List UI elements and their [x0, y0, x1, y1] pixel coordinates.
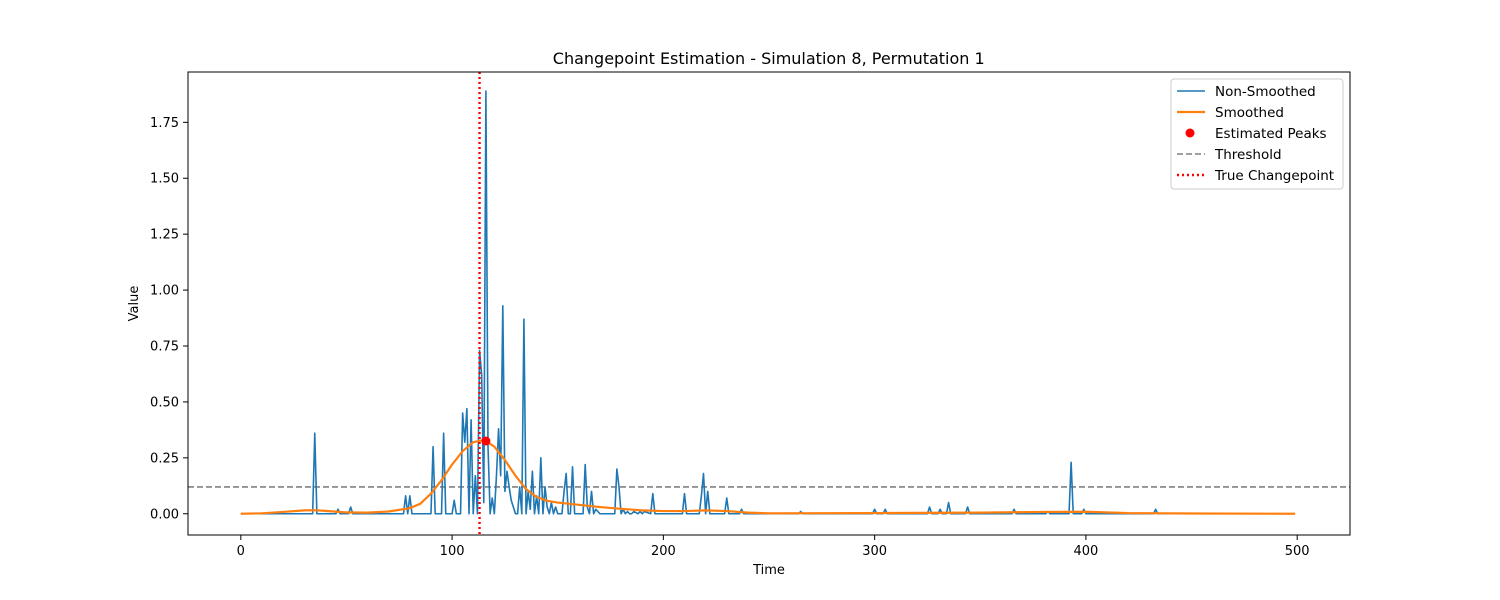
x-axis-label: Time [752, 563, 785, 578]
legend: Non-Smoothed Smoothed Estimated Peaks Th… [1170, 78, 1344, 190]
y-axis-label: Value [127, 286, 142, 322]
legend-box [1170, 78, 1344, 190]
y-tick-label: 1.50 [150, 172, 179, 187]
plot-frame [187, 71, 1351, 536]
legend-swatch-estimated-peaks [1185, 128, 1195, 138]
plot-area: 0 100 200 300 400 500 0.00 0.25 0.50 0.75 1.00 1.2… [150, 71, 1351, 559]
smoothed-series-line [240, 439, 1296, 515]
x-axis: 0 100 200 300 400 500 [237, 535, 1310, 559]
legend-label-smoothed: Smoothed [1215, 105, 1284, 121]
y-axis: 0.00 0.25 0.50 0.75 1.00 1.25 1.50 1.75 [150, 116, 188, 522]
estimated-peak-point [481, 436, 491, 446]
series-layer [188, 72, 1350, 535]
legend-label-estimated-peaks: Estimated Peaks [1215, 126, 1327, 142]
y-tick-label: 0.25 [150, 451, 179, 466]
x-tick-label: 500 [1285, 544, 1310, 559]
legend-label-non-smoothed: Non-Smoothed [1215, 84, 1316, 100]
legend-label-threshold: Threshold [1214, 147, 1282, 163]
y-tick-label: 0.75 [150, 339, 179, 354]
x-tick-label: 200 [651, 544, 676, 559]
legend-label-true-changepoint: True Changepoint [1214, 168, 1334, 184]
y-tick-label: 1.00 [150, 284, 179, 299]
y-tick-label: 1.75 [150, 116, 179, 131]
x-tick-label: 0 [237, 544, 245, 559]
y-tick-label: 0.00 [150, 507, 179, 522]
x-tick-label: 400 [1073, 544, 1098, 559]
x-tick-label: 300 [862, 544, 887, 559]
x-tick-label: 100 [440, 544, 465, 559]
y-tick-label: 1.25 [150, 228, 179, 243]
y-tick-label: 0.50 [150, 395, 179, 410]
chart-title: Changepoint Estimation - Simulation 8, P… [553, 49, 985, 68]
non-smoothed-series-line [240, 90, 1296, 515]
